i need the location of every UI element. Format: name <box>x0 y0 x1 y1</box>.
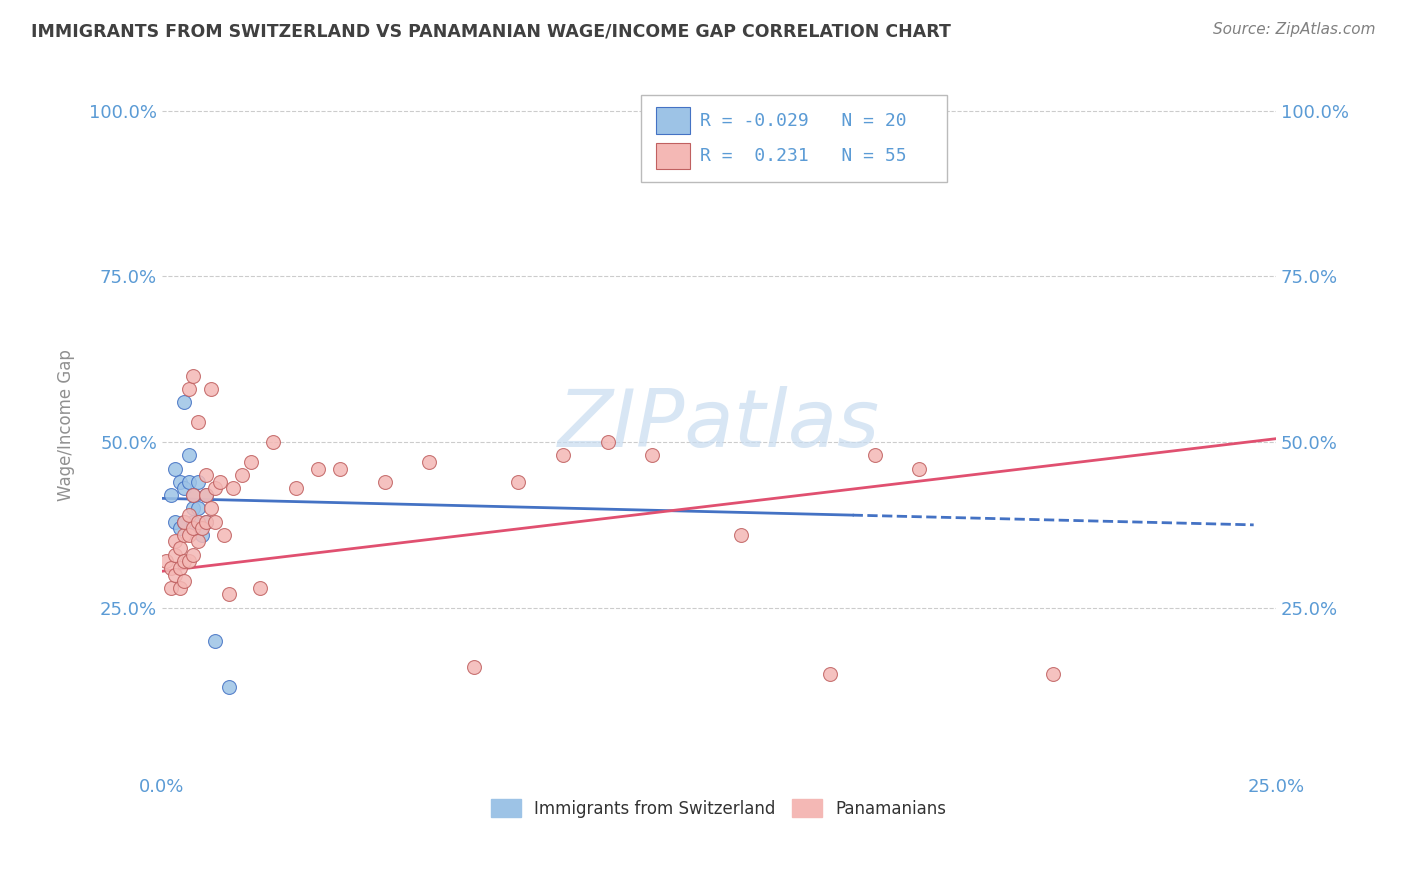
Point <box>169 475 191 489</box>
Point <box>169 541 191 555</box>
Point <box>463 660 485 674</box>
Point <box>284 482 307 496</box>
Point <box>191 521 214 535</box>
Point <box>160 561 183 575</box>
Point <box>240 455 263 469</box>
Point <box>195 488 218 502</box>
Point <box>187 415 209 429</box>
Point <box>231 468 253 483</box>
Point <box>508 475 530 489</box>
Point <box>863 448 886 462</box>
FancyBboxPatch shape <box>641 95 948 182</box>
Point <box>173 482 195 496</box>
Point <box>195 515 218 529</box>
Point <box>262 435 284 450</box>
Point <box>181 521 204 535</box>
Point <box>204 515 226 529</box>
Point <box>173 515 195 529</box>
Point <box>195 488 218 502</box>
Point <box>218 587 240 601</box>
Point <box>181 515 204 529</box>
Point <box>218 680 240 694</box>
Point <box>187 534 209 549</box>
Point <box>329 461 352 475</box>
FancyBboxPatch shape <box>657 107 690 134</box>
Point <box>187 475 209 489</box>
Point <box>173 574 195 589</box>
Point <box>165 534 187 549</box>
Point <box>181 501 204 516</box>
Point <box>160 581 183 595</box>
Point <box>200 501 222 516</box>
Point <box>200 382 222 396</box>
Point <box>169 561 191 575</box>
Point <box>374 475 396 489</box>
Point <box>820 667 842 681</box>
Point <box>204 482 226 496</box>
Point <box>177 508 200 522</box>
Point <box>173 395 195 409</box>
FancyBboxPatch shape <box>657 143 690 169</box>
Point <box>222 482 245 496</box>
Point <box>195 515 218 529</box>
Point <box>1042 667 1064 681</box>
Point <box>181 548 204 562</box>
Point <box>165 567 187 582</box>
Point <box>177 448 200 462</box>
Text: IMMIGRANTS FROM SWITZERLAND VS PANAMANIAN WAGE/INCOME GAP CORRELATION CHART: IMMIGRANTS FROM SWITZERLAND VS PANAMANIA… <box>31 22 950 40</box>
Point <box>181 488 204 502</box>
Point <box>641 448 664 462</box>
Point <box>165 548 187 562</box>
Point <box>173 515 195 529</box>
Point <box>165 461 187 475</box>
Point <box>173 528 195 542</box>
Point <box>195 468 218 483</box>
Point <box>249 581 271 595</box>
Point <box>214 528 236 542</box>
Point <box>596 435 619 450</box>
Point <box>160 488 183 502</box>
Y-axis label: Wage/Income Gap: Wage/Income Gap <box>58 350 75 501</box>
Point <box>191 528 214 542</box>
Point <box>551 448 574 462</box>
Text: Source: ZipAtlas.com: Source: ZipAtlas.com <box>1212 22 1375 37</box>
Point <box>204 633 226 648</box>
Point <box>165 515 187 529</box>
Point <box>155 554 177 568</box>
Point <box>177 528 200 542</box>
Legend: Immigrants from Switzerland, Panamanians: Immigrants from Switzerland, Panamanians <box>485 792 953 824</box>
Text: R =  0.231   N = 55: R = 0.231 N = 55 <box>700 147 907 165</box>
Point <box>307 461 329 475</box>
Point <box>177 382 200 396</box>
Text: R = -0.029   N = 20: R = -0.029 N = 20 <box>700 112 907 129</box>
Point <box>187 515 209 529</box>
Point <box>177 475 200 489</box>
Point <box>181 488 204 502</box>
Point <box>181 368 204 383</box>
Point <box>908 461 931 475</box>
Point <box>208 475 231 489</box>
Point <box>187 501 209 516</box>
Text: ZIPatlas: ZIPatlas <box>558 386 880 465</box>
Point <box>169 521 191 535</box>
Point <box>418 455 440 469</box>
Point <box>169 581 191 595</box>
Point <box>173 554 195 568</box>
Point <box>177 554 200 568</box>
Point <box>730 528 752 542</box>
